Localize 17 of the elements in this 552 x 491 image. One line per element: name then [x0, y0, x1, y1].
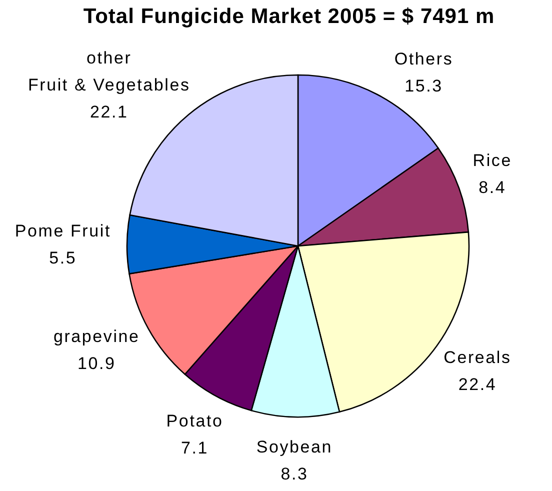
slice-label: grapevine: [53, 327, 140, 346]
data-label: 8.3: [280, 464, 308, 484]
data-label: 22.4: [458, 375, 497, 394]
slice-label: Pome Fruit: [14, 221, 112, 240]
chart-title: Total Fungicide Market 2005 = $ 7491 m: [83, 5, 495, 28]
data-label: 10.9: [77, 354, 116, 374]
data-label: 5.5: [49, 248, 77, 268]
slice-label: Cereals: [444, 348, 512, 368]
slice-label: other Fruit & Vegetables: [28, 48, 190, 95]
slice-label: Rice: [472, 151, 512, 170]
data-label: 22.1: [90, 102, 128, 122]
slice-label: Others: [394, 49, 454, 68]
slice-label: Soybean: [256, 437, 333, 456]
data-label: 7.1: [181, 438, 209, 458]
slice-label: Potato: [166, 411, 224, 430]
data-label: 15.3: [404, 76, 443, 96]
data-label: 8.4: [478, 178, 506, 198]
